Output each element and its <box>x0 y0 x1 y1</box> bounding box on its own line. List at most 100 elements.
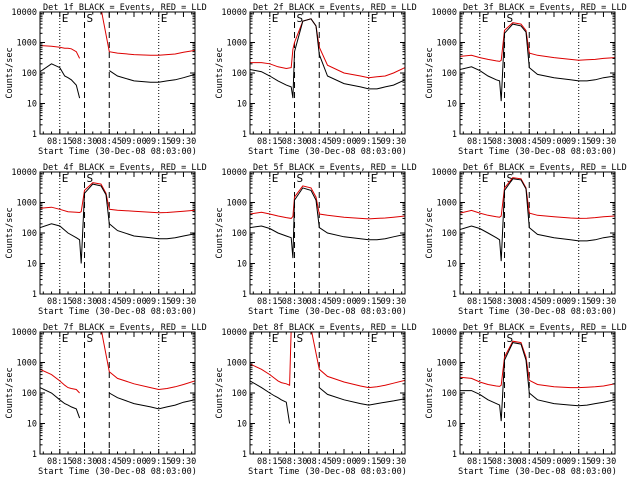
x-axis-label: Start Time (30-Dec-08 08:03:00) <box>458 467 617 477</box>
panel-title: Det 3f BLACK = Events, RED = LLD <box>463 3 627 13</box>
interval-marker-label: E <box>161 172 168 185</box>
y-tick-label: 100 <box>442 229 457 239</box>
interval-marker-label: E <box>161 332 168 345</box>
x-tick-label: 09:00 <box>541 457 567 467</box>
plot-frame <box>459 171 616 295</box>
panel-title: Det 2f BLACK = Events, RED = LLD <box>253 3 417 13</box>
y-tick-label: 1 <box>32 130 37 140</box>
y-axis-label: Counts/sec <box>5 47 15 98</box>
x-tick-label: 08:30 <box>72 457 98 467</box>
x-tick-label: 08:15 <box>257 297 283 307</box>
interval-marker-label: E <box>62 172 69 185</box>
events-series-line <box>460 342 615 422</box>
y-tick-label: 10000 <box>431 168 457 178</box>
x-tick-label: 09:00 <box>121 137 147 147</box>
y-tick-label: 100 <box>22 229 37 239</box>
x-tick-label: 08:45 <box>516 137 542 147</box>
events-series-line <box>250 380 405 424</box>
interval-marker-label: S <box>87 12 94 25</box>
x-tick-label: 09:00 <box>121 457 147 467</box>
x-tick-label: 09:15 <box>146 137 172 147</box>
plot-area <box>250 18 405 99</box>
events-series-line <box>460 178 615 262</box>
y-tick-label: 10 <box>447 420 457 430</box>
events-series-line <box>40 387 195 419</box>
y-tick-label: 10000 <box>221 328 247 338</box>
y-tick-label: 1000 <box>227 359 247 369</box>
y-tick-label: 100 <box>442 389 457 399</box>
x-axis-label: Start Time (30-Dec-08 08:03:00) <box>248 147 407 157</box>
y-tick-label: 1000 <box>437 39 457 49</box>
y-tick-label: 100 <box>232 389 247 399</box>
x-axis-label: Start Time (30-Dec-08 08:03:00) <box>38 467 197 477</box>
y-tick-label: 10000 <box>11 168 37 178</box>
x-tick-label: 09:00 <box>541 137 567 147</box>
x-tick-label: 08:30 <box>492 137 518 147</box>
y-tick-label: 10000 <box>11 8 37 18</box>
interval-marker-label: E <box>581 12 588 25</box>
x-tick-label: 09:30 <box>381 297 407 307</box>
y-axis-label: Counts/sec <box>425 47 435 98</box>
plot-area <box>40 12 195 99</box>
interval-marker-label: S <box>297 172 304 185</box>
y-axis-label: Counts/sec <box>5 207 15 258</box>
x-axis-label: Start Time (30-Dec-08 08:03:00) <box>38 307 197 317</box>
interval-marker-label: E <box>62 332 69 345</box>
interval-marker-label: S <box>507 12 514 25</box>
interval-marker-label: E <box>371 172 378 185</box>
interval-marker-label: E <box>581 172 588 185</box>
events-series-line <box>460 23 615 102</box>
y-tick-label: 1 <box>452 290 457 300</box>
events-series-line <box>40 63 195 99</box>
x-tick-label: 09:15 <box>566 457 592 467</box>
y-tick-label: 10000 <box>221 8 247 18</box>
x-axis-label: Start Time (30-Dec-08 08:03:00) <box>458 147 617 157</box>
x-tick-label: 08:30 <box>492 457 518 467</box>
y-tick-label: 1000 <box>227 39 247 49</box>
y-tick-label: 1 <box>242 290 247 300</box>
x-tick-label: 09:30 <box>591 457 617 467</box>
y-tick-label: 1000 <box>227 199 247 209</box>
lld-series-line <box>250 332 405 389</box>
y-tick-label: 10000 <box>431 8 457 18</box>
y-tick-label: 10 <box>27 260 37 270</box>
x-tick-label: 08:30 <box>492 297 518 307</box>
panel-title: Det 6f BLACK = Events, RED = LLD <box>463 163 627 173</box>
x-tick-label: 08:30 <box>72 137 98 147</box>
x-tick-label: 09:15 <box>146 297 172 307</box>
interval-marker-label: S <box>87 332 94 345</box>
x-tick-label: 08:15 <box>467 137 493 147</box>
plot-frame <box>39 331 196 455</box>
plot-area <box>40 332 195 419</box>
y-tick-label: 1 <box>32 290 37 300</box>
y-axis-label: Counts/sec <box>5 367 15 418</box>
y-tick-label: 1000 <box>17 199 37 209</box>
interval-marker-label: E <box>161 12 168 25</box>
x-tick-label: 09:30 <box>381 457 407 467</box>
interval-marker-label: E <box>272 12 279 25</box>
x-tick-label: 09:00 <box>331 457 357 467</box>
x-tick-label: 09:15 <box>566 137 592 147</box>
interval-marker-label: E <box>581 332 588 345</box>
interval-marker-label: E <box>482 12 489 25</box>
plot-frame <box>39 171 196 295</box>
y-tick-label: 1 <box>32 450 37 460</box>
y-tick-label: 10 <box>237 100 247 110</box>
x-tick-label: 08:15 <box>47 297 73 307</box>
plot-frame <box>459 331 616 455</box>
interval-marker-label: E <box>371 332 378 345</box>
x-axis-label: Start Time (30-Dec-08 08:03:00) <box>248 467 407 477</box>
y-tick-label: 10000 <box>431 328 457 338</box>
y-tick-label: 1 <box>452 450 457 460</box>
x-tick-label: 08:15 <box>257 137 283 147</box>
x-axis-label: Start Time (30-Dec-08 08:03:00) <box>248 307 407 317</box>
lld-series-line <box>250 185 405 220</box>
interval-marker-label: S <box>297 332 304 345</box>
plot-area <box>250 185 405 259</box>
y-tick-label: 1000 <box>17 359 37 369</box>
